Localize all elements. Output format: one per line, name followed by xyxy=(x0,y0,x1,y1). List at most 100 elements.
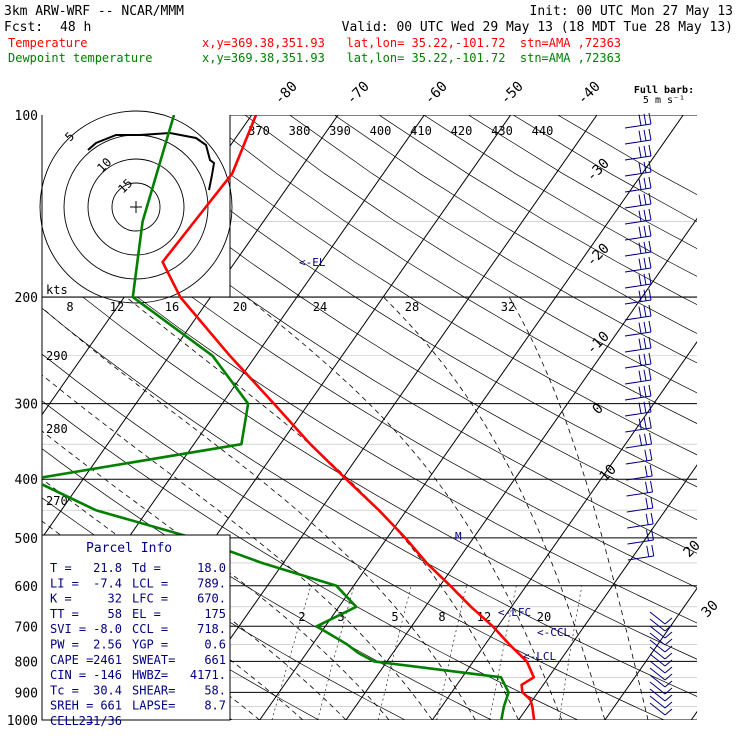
wind-barb xyxy=(624,112,652,129)
theta-label: 410 xyxy=(410,124,432,138)
parcel-info-cell: SHEAR= xyxy=(132,683,175,697)
mixing-ratio-line xyxy=(317,585,355,720)
pressure-label: 600 xyxy=(15,580,38,595)
parcel-info-cell: SVI = xyxy=(50,622,86,636)
speed-axis-label: 32 xyxy=(501,300,515,314)
dry-adiabat xyxy=(155,115,697,456)
isotherm-line xyxy=(604,587,697,720)
parcel-info-cell: EL = xyxy=(132,607,161,621)
moist-adiabat xyxy=(125,296,519,720)
parcel-info-cell: -7.4 xyxy=(93,576,122,590)
dry-adiabat xyxy=(42,219,697,624)
parcel-info-cell: 8.7 xyxy=(204,699,226,713)
dry-adiabat xyxy=(244,115,697,394)
moist-adiabat xyxy=(508,296,649,720)
theta-label: 290 xyxy=(46,349,68,363)
level-marker-m: M xyxy=(455,530,462,543)
wind-barb xyxy=(649,667,673,681)
barb-legend-title: Full barb: xyxy=(634,85,694,96)
wind-barb xyxy=(625,416,652,433)
wind-barb xyxy=(649,688,673,702)
wind-barb xyxy=(649,702,673,716)
wind-barb xyxy=(624,352,652,369)
wind-barb xyxy=(624,144,652,161)
parcel-info-cell: 231/36 xyxy=(79,714,122,728)
speed-axis-label: 24 xyxy=(313,300,327,314)
parcel-info-cell: 2.56 xyxy=(93,638,122,652)
isotherm-line xyxy=(345,217,697,720)
parcel-info-cell: K = xyxy=(50,592,72,606)
moist-adiabat xyxy=(42,374,433,720)
speed-axis-label: 12 xyxy=(110,300,124,314)
isotherm-label: -40 xyxy=(575,79,604,108)
forecast-label: Fcst: xyxy=(4,20,43,35)
parcel-info-panel: Parcel Info T = 21.8 Td = 18.0 LI = -7.4 LCL =… xyxy=(41,534,231,728)
wind-barb xyxy=(624,304,652,321)
isotherm-label: -50 xyxy=(498,79,527,108)
level-marker-lfc: <-LFC xyxy=(498,606,531,619)
hodograph-ring xyxy=(87,158,185,256)
dry-adiabat xyxy=(65,115,697,521)
dewpoint-label: Dewpoint temperature xyxy=(8,51,153,65)
isotherm-label: -60 xyxy=(422,79,451,108)
wind-barb xyxy=(649,681,673,695)
mixing-ratio-label: 20 xyxy=(537,610,551,624)
parcel-info-cell: SREH = xyxy=(50,699,93,713)
wind-barb xyxy=(649,660,673,674)
parcel-info-cell: 789. xyxy=(197,576,226,590)
wind-barb xyxy=(624,224,652,241)
mixing-ratio-label: 8 xyxy=(438,610,445,624)
parcel-info-cell: 661 xyxy=(100,699,122,713)
isotherm-line xyxy=(690,710,697,720)
dry-adiabat xyxy=(378,115,697,306)
wind-barb xyxy=(649,611,673,625)
isotherm-label: -70 xyxy=(344,79,373,108)
temperature-series-line xyxy=(161,115,536,720)
forecast-hour: 48 h xyxy=(60,20,91,35)
parcel-info-cell: -8.0 xyxy=(93,622,122,636)
isotherm-line xyxy=(518,464,697,720)
parcel-info-cell: TT = xyxy=(50,607,79,621)
dry-adiabat xyxy=(42,263,697,660)
isotherm-label: 10 xyxy=(597,462,620,485)
dewpoint-location: x,y=369.38,351.93 lat,lon= 35.22,-101.72… xyxy=(202,51,621,65)
init-time: Init: 00 UTC Mon 27 May 13 xyxy=(530,4,734,19)
parcel-info-cell: 2461 xyxy=(93,653,122,667)
wind-barb xyxy=(624,208,652,225)
parcel-info-cell: 32 xyxy=(108,592,122,606)
moist-adiabat xyxy=(246,296,563,720)
theta-label: 420 xyxy=(451,124,473,138)
isotherm-label: -80 xyxy=(272,79,301,108)
speed-axis-label: 8 xyxy=(66,300,73,314)
hodograph-units: kts xyxy=(46,283,68,297)
pressure-label: 100 xyxy=(15,109,38,124)
wind-barb xyxy=(649,618,673,632)
parcel-info-cell: 58 xyxy=(108,607,122,621)
wind-barb xyxy=(624,256,652,273)
parcel-info-cell: Tc = xyxy=(50,683,79,697)
isotherm-line xyxy=(172,115,598,720)
level-marker-el: <-EL xyxy=(299,256,326,269)
dry-adiabat xyxy=(199,115,697,424)
dry-adiabat xyxy=(42,307,697,697)
pressure-label: 1000 xyxy=(7,714,38,729)
mixing-ratio-label: 2 xyxy=(298,610,305,624)
mixing-ratio-label: 3 xyxy=(337,610,344,624)
parcel-info-cell: LAPSE= xyxy=(132,699,175,713)
barb-legend-units: 5 m s⁻¹ xyxy=(643,95,685,106)
isotherm-label: 0 xyxy=(590,401,607,418)
parcel-info-cell: CELL = xyxy=(50,714,93,728)
theta-label: 440 xyxy=(532,124,554,138)
wind-barb xyxy=(649,632,673,646)
parcel-info-cell: -146 xyxy=(93,668,122,682)
parcel-info-cell: CIN = xyxy=(50,668,86,682)
level-marker-ccl: <-CCL xyxy=(537,626,570,639)
parcel-info-cell: LCL = xyxy=(132,576,168,590)
profile-curves xyxy=(42,115,536,720)
isotherm-label: -20 xyxy=(584,241,613,270)
dry-adiabat xyxy=(42,353,665,720)
parcel-info-cell: 18.0 xyxy=(197,561,226,575)
parcel-info-cell: 718. xyxy=(197,622,226,636)
